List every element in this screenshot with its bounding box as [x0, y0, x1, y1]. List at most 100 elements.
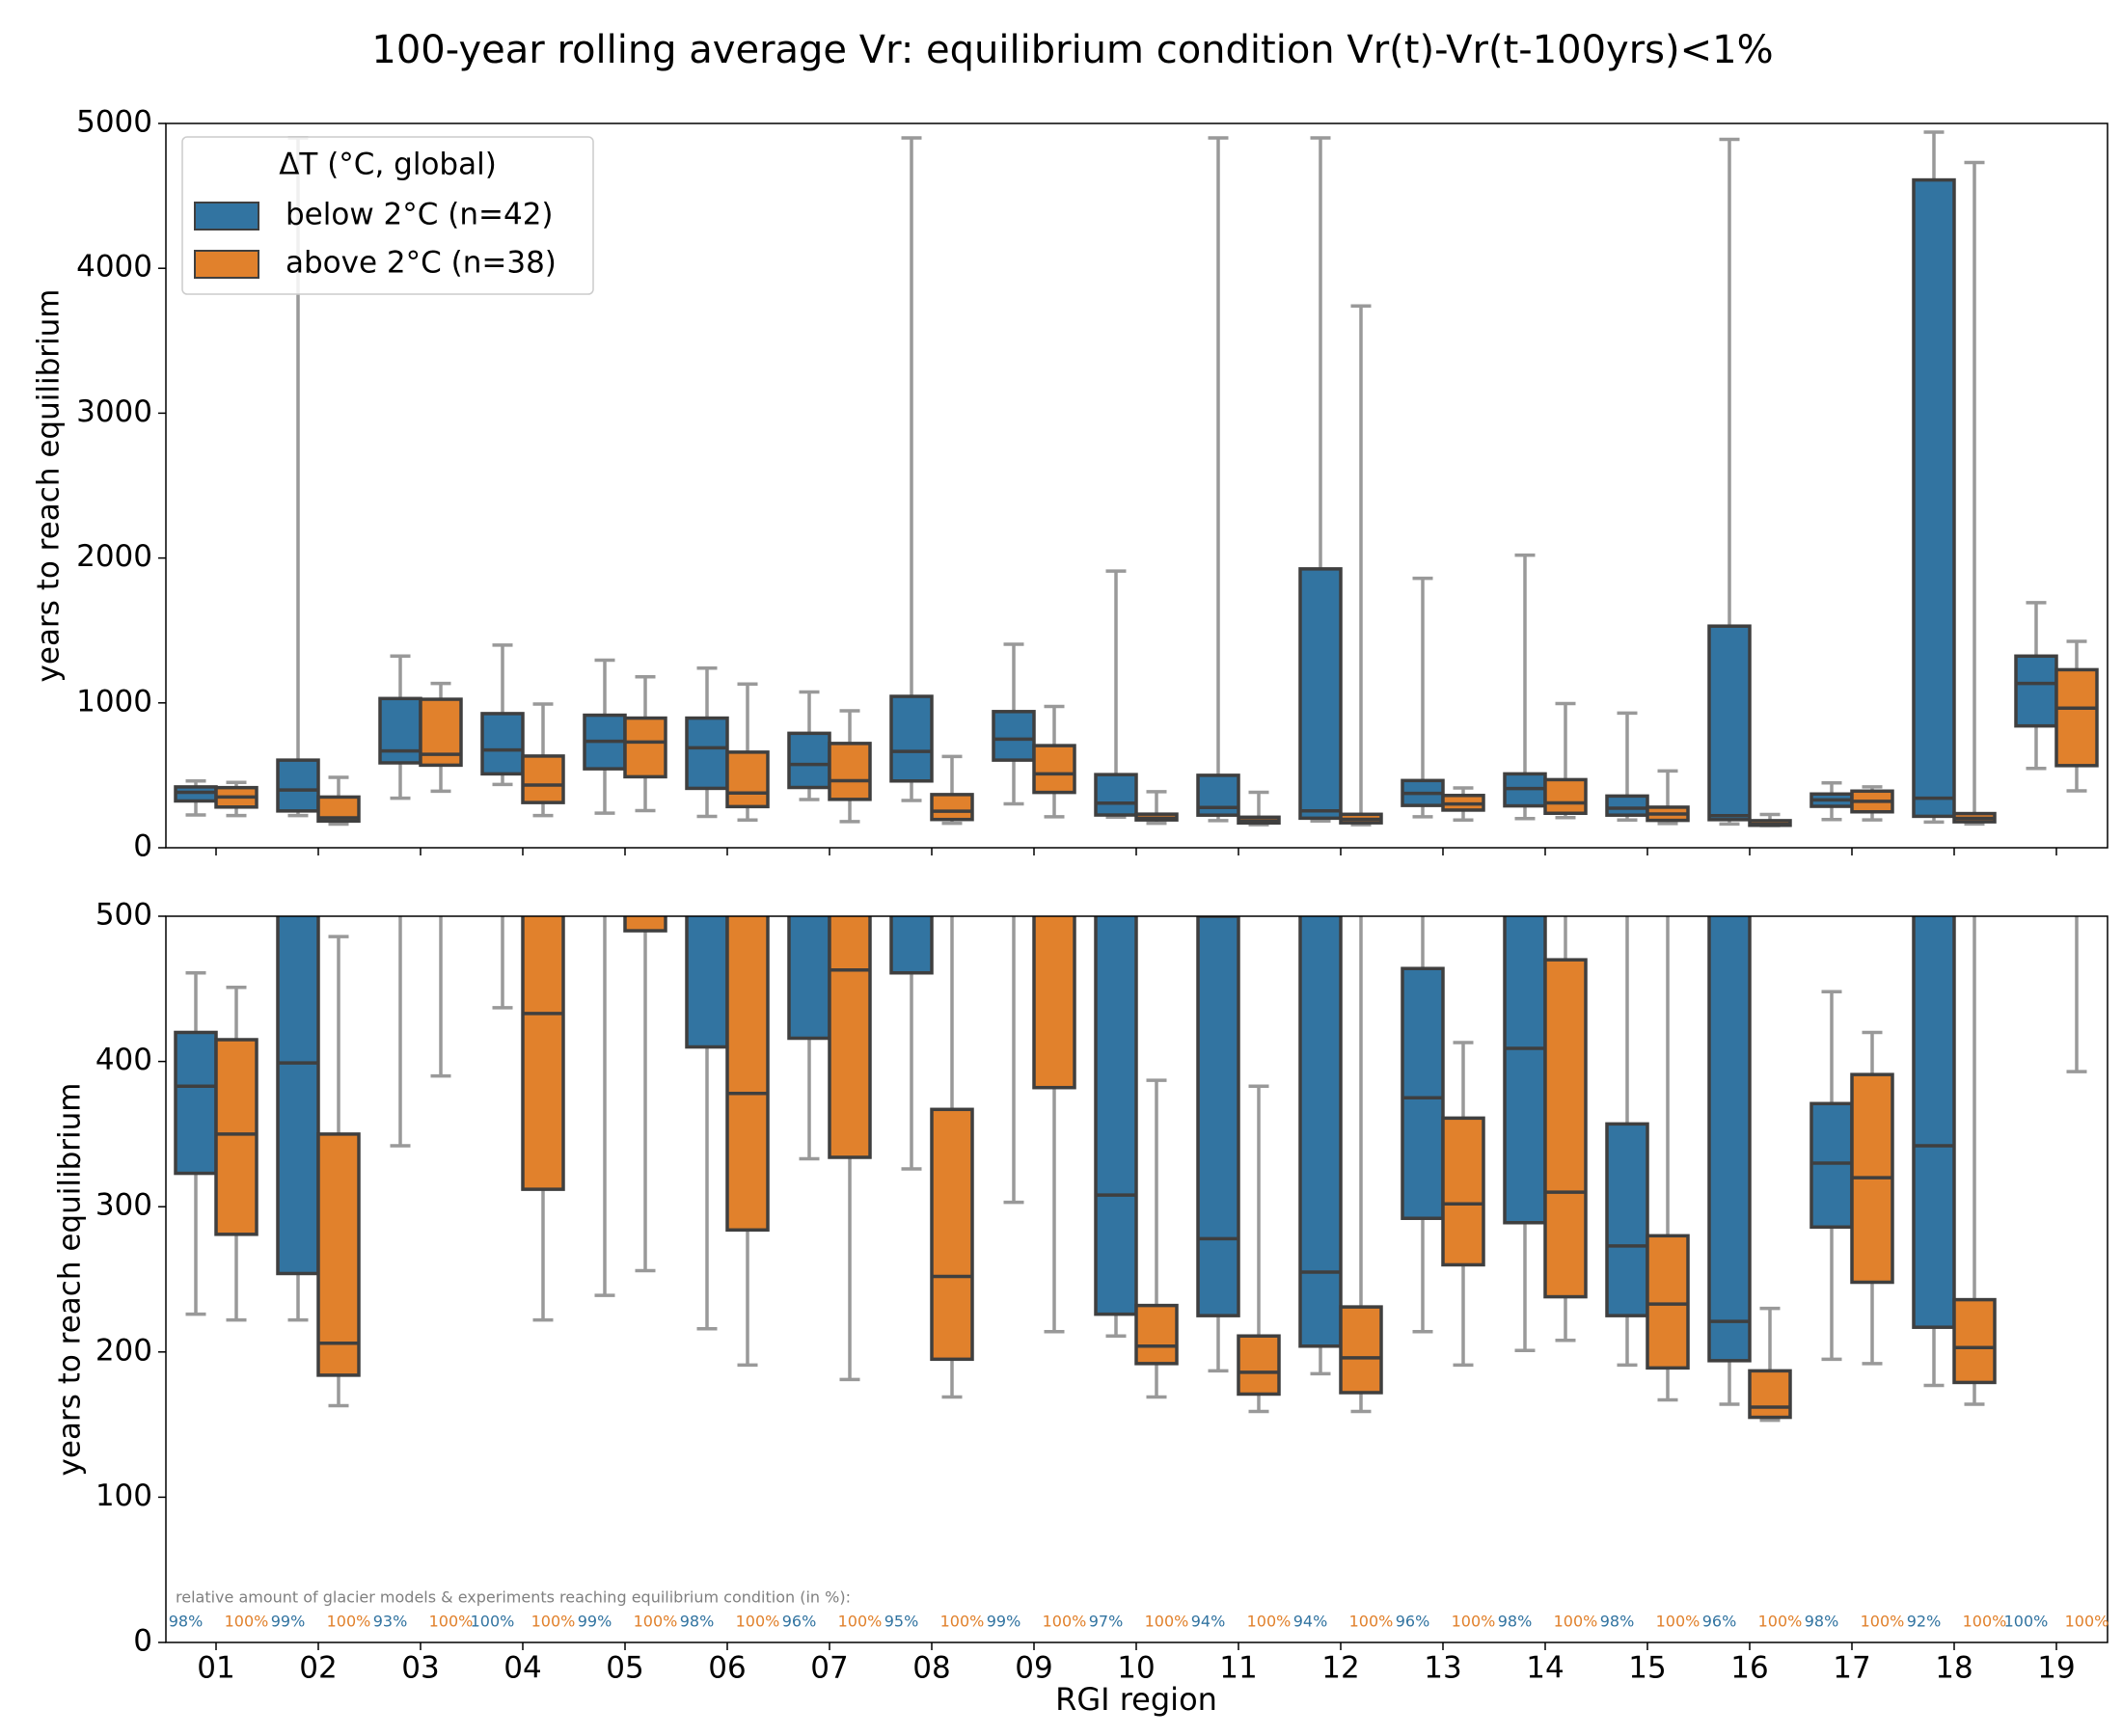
box — [521, 754, 565, 804]
x-tick-label: 19 — [2037, 1651, 2075, 1686]
box — [276, 916, 320, 1276]
percent-label: 92% — [1907, 1613, 1942, 1631]
x-tick-label: 12 — [1321, 1651, 1359, 1686]
percent-label: 100% — [1554, 1613, 1598, 1631]
box — [1094, 773, 1138, 817]
box — [889, 916, 934, 975]
percent-label: 100% — [1452, 1613, 1496, 1631]
box — [828, 916, 872, 1159]
box — [1196, 916, 1240, 1317]
legend-frame — [181, 136, 594, 295]
percent-label: 94% — [1191, 1613, 1226, 1631]
legend-swatch — [194, 250, 259, 279]
box — [480, 712, 525, 776]
legend-label: below 2°C (n=42) — [286, 198, 554, 232]
y-tick-label: 4000 — [76, 250, 152, 285]
y-axis-label: years to reach equilibrium — [32, 289, 67, 683]
x-tick-label: 10 — [1117, 1651, 1155, 1686]
box — [1912, 916, 1956, 1329]
y-tick-label: 100 — [95, 1478, 152, 1513]
box — [992, 710, 1036, 762]
box — [1748, 1369, 1792, 1420]
box — [828, 742, 872, 801]
box — [1298, 567, 1343, 821]
box — [623, 716, 667, 779]
box — [316, 1132, 361, 1377]
percent-label: 100% — [327, 1613, 371, 1631]
box — [1441, 1116, 1485, 1267]
percent-label: 98% — [1805, 1613, 1839, 1631]
y-tick-label: 300 — [95, 1188, 152, 1223]
box — [930, 1107, 974, 1362]
percent-label: 100% — [838, 1613, 883, 1631]
box — [787, 731, 831, 790]
percent-label: 100% — [2004, 1613, 2049, 1631]
x-tick-label: 11 — [1219, 1651, 1257, 1686]
x-tick-label: 17 — [1833, 1651, 1870, 1686]
y-tick-label: 500 — [95, 898, 152, 933]
x-tick-label: 18 — [1935, 1651, 1972, 1686]
x-tick-label: 09 — [1015, 1651, 1052, 1686]
y-tick-label: 5000 — [76, 105, 152, 140]
percent-label: 95% — [884, 1613, 919, 1631]
x-tick-label: 01 — [197, 1651, 234, 1686]
x-tick-label: 13 — [1424, 1651, 1461, 1686]
box — [889, 694, 934, 783]
box — [1032, 916, 1076, 1090]
box — [2016, 0, 2056, 420]
percent-label: 96% — [1702, 1613, 1737, 1631]
percent-label: 100% — [736, 1613, 780, 1631]
y-tick-label: 1000 — [76, 684, 152, 719]
percent-label: 100% — [940, 1613, 985, 1631]
box — [725, 750, 770, 809]
box — [685, 716, 729, 791]
box — [1646, 1234, 1690, 1370]
legend-label: above 2°C (n=38) — [286, 246, 557, 281]
x-tick-label: 07 — [810, 1651, 848, 1686]
legend-swatch — [194, 202, 259, 231]
box — [1543, 777, 1588, 816]
x-tick-label: 05 — [606, 1651, 643, 1686]
percent-label: 98% — [680, 1613, 715, 1631]
percent-label: 93% — [373, 1613, 408, 1631]
percent-label: 100% — [225, 1613, 269, 1631]
box — [276, 758, 320, 813]
box — [1094, 916, 1138, 1316]
box — [2054, 667, 2099, 768]
box — [1605, 794, 1649, 817]
percent-label: 100% — [1758, 1613, 1803, 1631]
box — [521, 916, 565, 1191]
percent-label: 100% — [471, 1613, 515, 1631]
box — [174, 1030, 218, 1176]
box — [1809, 1101, 1854, 1230]
x-tick-label: 03 — [401, 1651, 439, 1686]
percent-label: 100% — [1656, 1613, 1700, 1631]
box — [1605, 1122, 1649, 1317]
percent-label: 100% — [1043, 1613, 1087, 1631]
box — [1339, 1305, 1383, 1395]
y-axis-label: years to reach equilibrium — [53, 1083, 88, 1477]
box — [214, 1038, 258, 1236]
percent-label: 99% — [271, 1613, 306, 1631]
x-tick-label: 04 — [503, 1651, 541, 1686]
box — [2014, 654, 2058, 728]
box — [1952, 1297, 1997, 1385]
box — [1032, 744, 1076, 795]
box — [1134, 1303, 1179, 1366]
box — [1707, 624, 1752, 822]
box — [1401, 966, 1445, 1220]
box — [1912, 177, 1956, 819]
x-tick-label: 06 — [708, 1651, 746, 1686]
x-tick-label: 08 — [912, 1651, 950, 1686]
box — [1237, 1334, 1281, 1397]
y-tick-label: 0 — [133, 829, 152, 864]
percent-label: 100% — [634, 1613, 678, 1631]
x-tick-label: 02 — [299, 1651, 337, 1686]
legend-title: ΔT (°C, global) — [279, 148, 497, 182]
box — [623, 916, 667, 933]
box — [1503, 916, 1547, 1225]
box — [378, 696, 422, 765]
percent-label: 100% — [1247, 1613, 1292, 1631]
box — [685, 916, 729, 1049]
